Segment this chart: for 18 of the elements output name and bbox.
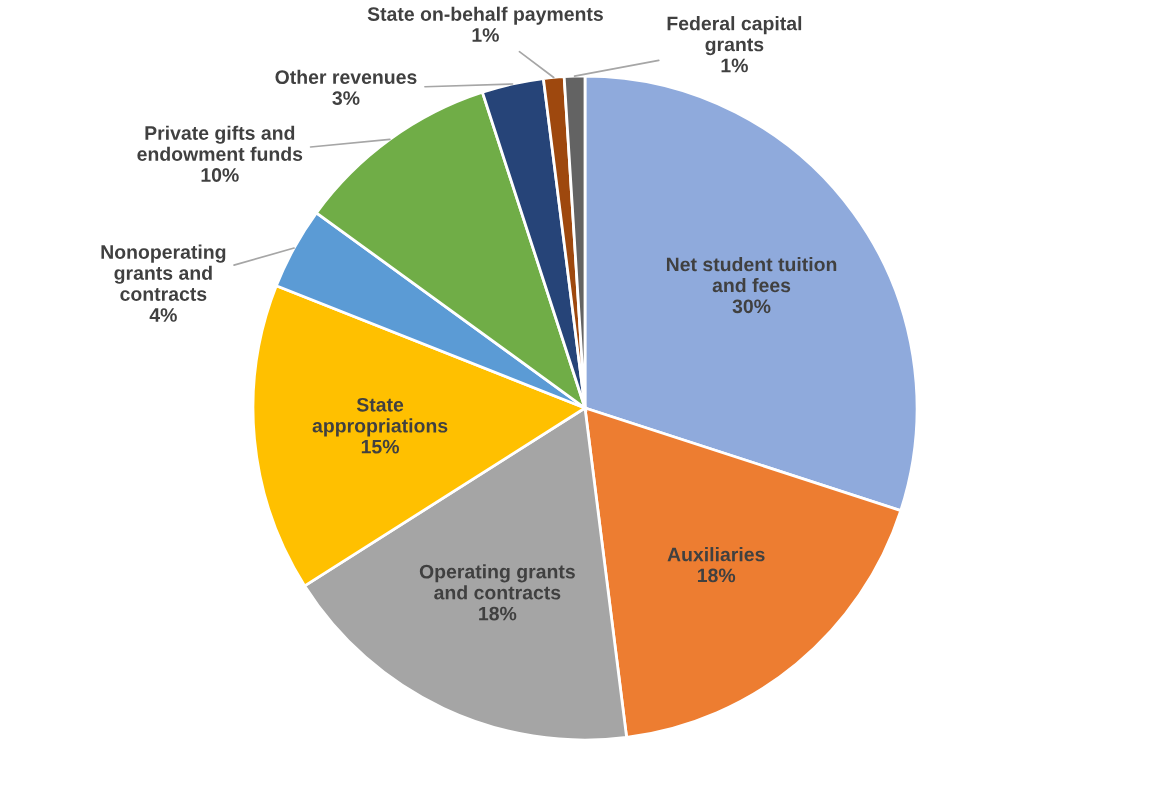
slice-label: State appropriations	[312, 397, 448, 437]
data-label: 3%	[332, 91, 360, 105]
slice-label: Private gifts and endowment funds	[137, 125, 303, 161]
data-label: 1%	[721, 58, 748, 73]
slice-label: Nonoperating grants and contracts	[101, 244, 226, 301]
slice-label: Auxiliaries	[667, 547, 765, 562]
slice-label: Operating grants and contracts	[419, 564, 575, 600]
data-label: 15%	[361, 439, 400, 454]
data-label: 18%	[697, 568, 736, 583]
slice-label: Federal capital grants	[667, 16, 802, 56]
data-label: 30%	[732, 299, 771, 314]
data-label: 4%	[149, 308, 177, 322]
data-label: 10%	[201, 168, 239, 182]
slice-label: Other revenues	[275, 69, 417, 85]
data-label: 1%	[472, 28, 499, 42]
slice-label: Net student tuition and fees	[666, 257, 837, 293]
data-label: 18%	[479, 606, 517, 621]
slice-label: State on-behalf payments	[367, 6, 603, 25]
